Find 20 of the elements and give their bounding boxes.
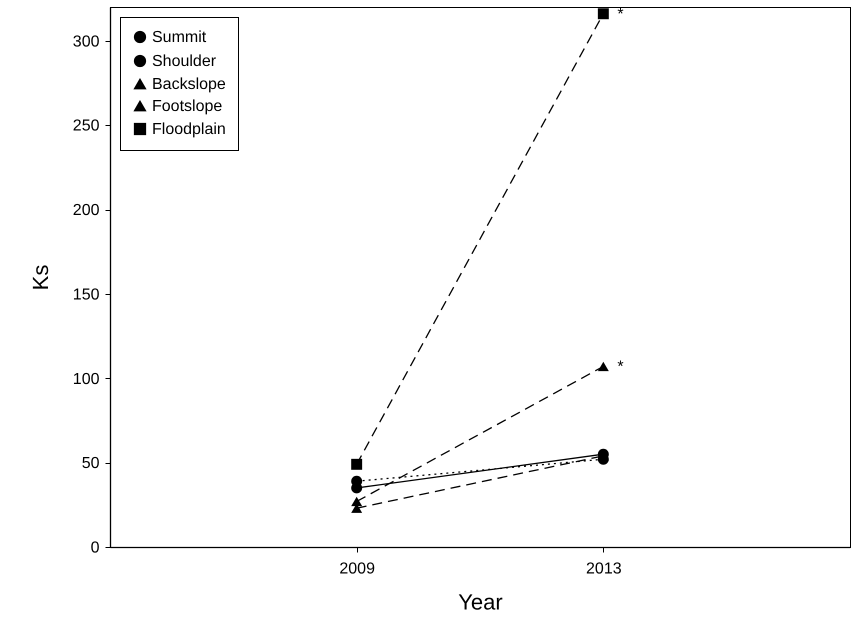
y-tick-label: 200	[72, 202, 100, 219]
x-tick-label: 2009	[339, 560, 376, 578]
legend-label: Backslope	[152, 76, 226, 93]
legend-label: Floodplain	[152, 121, 226, 138]
y-tick-label: 0	[90, 540, 100, 556]
y-tick-label: 50	[82, 455, 100, 472]
y-tick-label: 150	[72, 286, 100, 304]
legend-label: Summit	[152, 29, 207, 46]
point	[598, 8, 609, 20]
legend-label: Shoulder	[152, 53, 217, 70]
y-axis-title: Ks	[28, 264, 53, 290]
annotation: *	[617, 358, 624, 376]
y-tick-label: 300	[72, 33, 100, 50]
legend-label: Footslope	[152, 98, 222, 115]
annotation: *	[617, 6, 624, 23]
x-axis-title: Year	[458, 590, 503, 614]
point	[351, 458, 362, 470]
x-tick-label: 2013	[586, 560, 622, 578]
y-tick-label: 100	[72, 370, 100, 388]
y-tick-label: 250	[72, 118, 100, 135]
